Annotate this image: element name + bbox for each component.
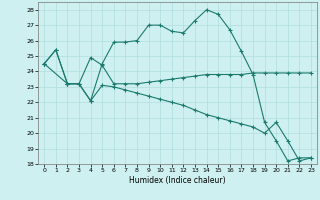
X-axis label: Humidex (Indice chaleur): Humidex (Indice chaleur) [129,176,226,185]
